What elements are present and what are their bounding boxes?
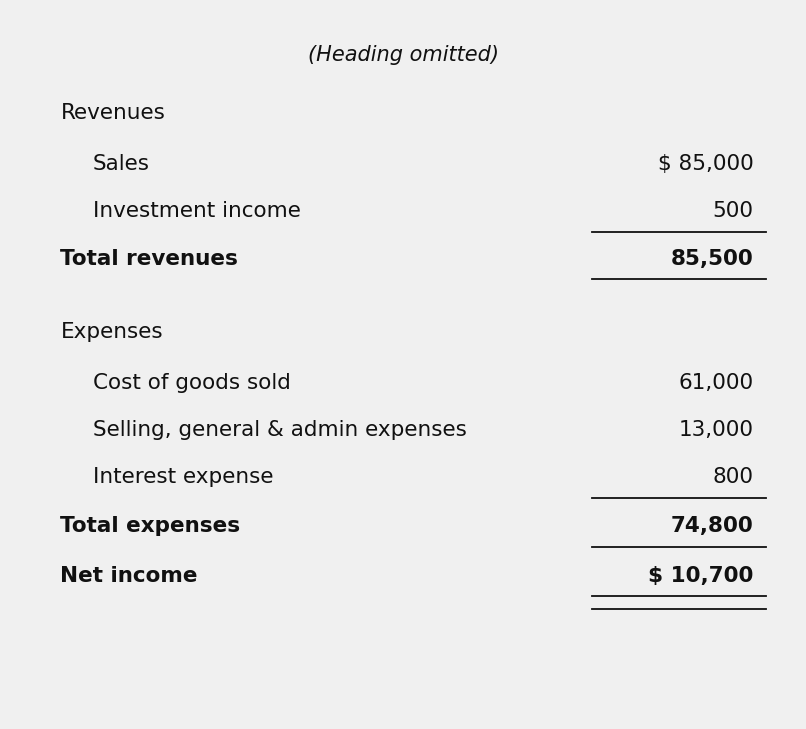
Text: Cost of goods sold: Cost of goods sold bbox=[93, 373, 291, 393]
Text: 85,500: 85,500 bbox=[671, 249, 754, 269]
Text: $ 10,700: $ 10,700 bbox=[648, 566, 754, 586]
Text: Expenses: Expenses bbox=[60, 321, 163, 342]
Text: 13,000: 13,000 bbox=[679, 420, 754, 440]
Text: Investment income: Investment income bbox=[93, 201, 301, 222]
Text: Selling, general & admin expenses: Selling, general & admin expenses bbox=[93, 420, 467, 440]
Text: Total expenses: Total expenses bbox=[60, 516, 240, 537]
Text: Total revenues: Total revenues bbox=[60, 249, 239, 269]
Text: Net income: Net income bbox=[60, 566, 198, 586]
Text: Revenues: Revenues bbox=[60, 103, 165, 123]
Text: 61,000: 61,000 bbox=[679, 373, 754, 393]
Text: 800: 800 bbox=[713, 467, 754, 488]
Text: Interest expense: Interest expense bbox=[93, 467, 273, 488]
Text: 500: 500 bbox=[713, 201, 754, 222]
Text: Sales: Sales bbox=[93, 154, 150, 174]
Text: 74,800: 74,800 bbox=[671, 516, 754, 537]
Text: $ 85,000: $ 85,000 bbox=[658, 154, 754, 174]
Text: (Heading omitted): (Heading omitted) bbox=[308, 44, 498, 65]
